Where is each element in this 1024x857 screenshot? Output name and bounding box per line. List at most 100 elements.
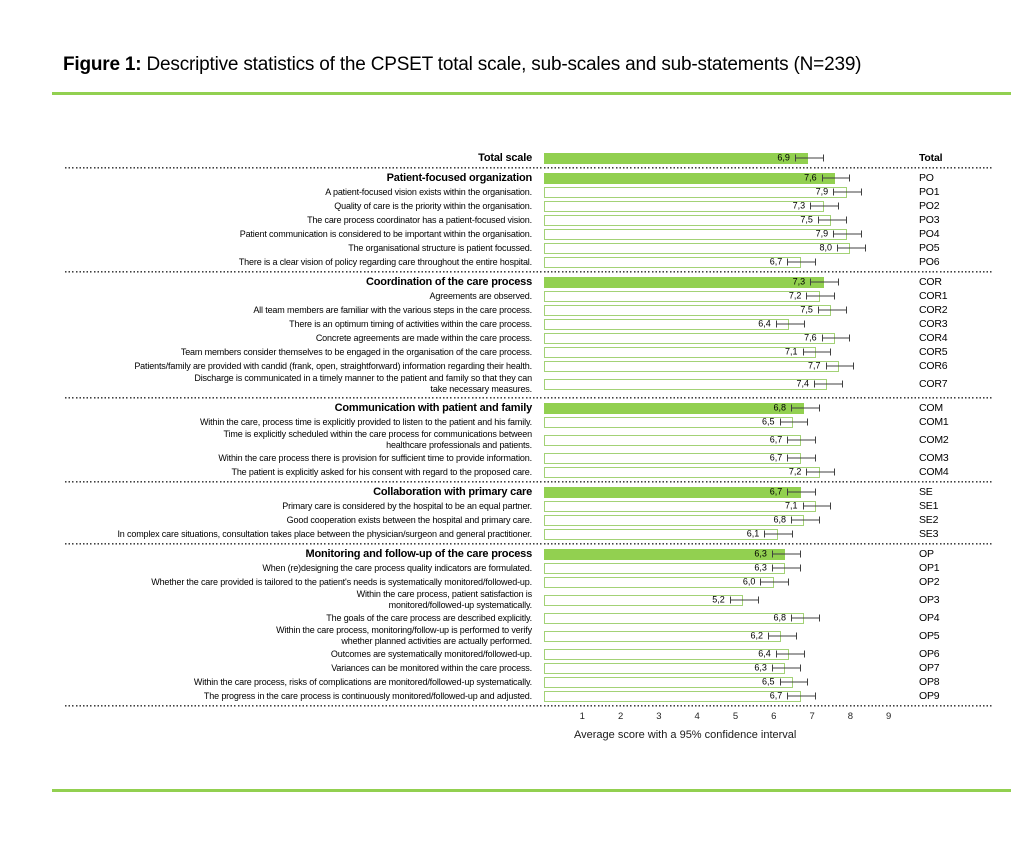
bar-area-OP9: 6,7	[544, 689, 910, 703]
ci-whisker-SE2	[791, 516, 820, 524]
row-code-COR7: COR7	[919, 378, 948, 390]
bar-Total	[544, 152, 809, 164]
figure-title-label: Figure 1:	[63, 54, 142, 75]
ci-whisker-COM	[791, 404, 820, 412]
row-label-OP6: Outcomes are systematically monitored/fo…	[330, 648, 532, 659]
row-label-PO4: Patient communication is considered to b…	[239, 228, 532, 239]
value-label-PO1: 7,9	[815, 186, 829, 197]
row-code-COR4: COR4	[919, 332, 948, 344]
x-tick-6: 6	[771, 711, 777, 722]
row-label-SE: Collaboration with primary care	[373, 485, 532, 498]
chart-row-COM: Communication with patient and family 6,8…	[65, 401, 1024, 415]
value-label-OP2: 6,0	[742, 576, 756, 587]
x-tick-7: 7	[809, 711, 815, 722]
row-code-OP4: OP4	[919, 612, 940, 624]
row-code-COM1: COM1	[919, 416, 949, 428]
value-label-OP: 6,3	[754, 548, 767, 559]
row-label-COR: Coordination of the care process	[366, 275, 532, 288]
value-label-OP5: 6,2	[750, 630, 764, 641]
value-label-PO: 7,6	[804, 172, 817, 183]
chart-row-COR5: Team members consider themselves to be e…	[65, 345, 1024, 359]
bar-area-OP6: 6,4	[544, 647, 910, 661]
value-label-COR1: 7,2	[788, 290, 802, 301]
value-label-OP4: 6,8	[773, 612, 787, 623]
value-label-COR3: 6,4	[758, 318, 771, 329]
bar-area-COM1: 6,5	[544, 415, 910, 429]
x-tick-8: 8	[847, 711, 854, 722]
value-label-OP6: 6,4	[758, 648, 771, 659]
row-code-OP9: OP9	[919, 690, 940, 702]
ci-whisker-SE1	[802, 502, 832, 510]
value-label-OP1: 6,3	[754, 562, 767, 573]
chart-row-SE3: In complex care situations, consultation…	[65, 527, 1024, 541]
ci-whisker-OP3	[729, 596, 759, 604]
x-axis-ticks: 1 2 3 4 5 6 7 8 9	[544, 711, 1024, 724]
ci-whisker-COR6	[825, 362, 855, 370]
bar-PO	[544, 172, 836, 184]
top-divider-rule	[52, 92, 1011, 95]
chart-row-OP7: Variances can be monitored within the ca…	[65, 661, 1024, 675]
row-label-Total: Total scale	[478, 151, 532, 164]
row-code-COR6: COR6	[919, 360, 948, 372]
ci-whisker-PO4	[833, 230, 862, 238]
row-code-SE3: SE3	[919, 528, 939, 540]
row-label-OP3: Within the care process, patient satisfa…	[356, 589, 533, 610]
row-label-COR5: Team members consider themselves to be e…	[180, 346, 532, 357]
x-axis-caption: Average score with a 95% confidence inte…	[574, 729, 797, 741]
row-code-PO1: PO1	[919, 186, 940, 198]
value-label-COR7: 7,4	[796, 378, 809, 389]
row-label-SE2: Good cooperation exists between the hosp…	[286, 514, 533, 525]
ci-whisker-COR3	[775, 320, 805, 328]
bottom-divider-rule	[52, 789, 1011, 792]
row-label-COM: Communication with patient and family	[334, 401, 533, 414]
row-code-COR1: COR1	[919, 290, 948, 302]
chart-row-OP1: When (re)designing the care process qual…	[65, 561, 1024, 575]
row-label-COM1: Within the care, process time is explici…	[199, 416, 532, 427]
value-label-COM3: 6,7	[769, 452, 783, 463]
chart-row-COR6: Patients/family are provided with candid…	[65, 359, 1024, 373]
bar-area-PO1: 7,9	[544, 185, 910, 199]
value-label-COR4: 7,6	[804, 332, 817, 343]
x-tick-1: 1	[579, 711, 585, 722]
row-label-PO2: Quality of care is the priority within t…	[334, 200, 532, 211]
row-code-OP7: OP7	[919, 662, 940, 674]
row-label-COR3: There is an optimum timing of activities…	[289, 318, 532, 329]
bar-area-OP: 6,3	[544, 547, 910, 561]
row-label-COM2: Time is explicitly scheduled within the …	[223, 429, 533, 450]
bar-area-COR4: 7,6	[544, 331, 910, 345]
row-code-OP: OP	[919, 548, 934, 560]
row-code-OP5: OP5	[919, 630, 940, 642]
bar-area-COR1: 7,2	[544, 289, 910, 303]
chart-row-PO4: Patient communication is considered to b…	[65, 227, 1024, 241]
bar-area-Total: 6,9	[544, 151, 910, 165]
x-tick-5: 5	[732, 711, 739, 722]
row-label-PO: Patient-focused organization	[386, 171, 533, 184]
dotted-separator	[65, 543, 993, 545]
bar-area-OP8: 6,5	[544, 675, 910, 689]
figure-title-text: Descriptive statistics of the CPSET tota…	[141, 54, 862, 75]
chart-row-Total: Total scale 6,9 Total	[65, 151, 1024, 165]
value-label-PO6: 6,7	[769, 256, 783, 267]
ci-whisker-COR4	[821, 334, 851, 342]
x-tick-2: 2	[617, 711, 624, 722]
chart-row-PO: Patient-focused organization 7,6 PO	[65, 171, 1024, 185]
value-label-PO4: 7,9	[815, 228, 829, 239]
bar-area-PO5: 8,0	[544, 241, 910, 255]
ci-whisker-COR1	[806, 292, 836, 300]
row-label-OP9: The progress in the care process is cont…	[203, 690, 532, 701]
ci-whisker-SE	[787, 488, 816, 496]
row-code-COM2: COM2	[919, 434, 949, 446]
ci-whisker-COM4	[806, 468, 836, 476]
bar-area-OP4: 6,8	[544, 611, 910, 625]
bar-COR	[544, 276, 824, 288]
bar-area-SE: 6,7	[544, 485, 910, 499]
ci-whisker-OP6	[775, 650, 805, 658]
chart-row-COR7: Discharge is communicated in a timely ma…	[65, 373, 1024, 395]
chart-row-COR: Coordination of the care process 7,3 COR	[65, 275, 1024, 289]
row-label-OP8: Within the care process, risks of compli…	[193, 676, 532, 687]
row-label-COR4: Concrete agreements are made within the …	[315, 332, 532, 343]
row-code-COR5: COR5	[919, 346, 948, 358]
ci-whisker-PO3	[817, 216, 847, 224]
row-code-COM4: COM4	[919, 466, 949, 478]
value-label-COR5: 7,1	[785, 346, 798, 357]
